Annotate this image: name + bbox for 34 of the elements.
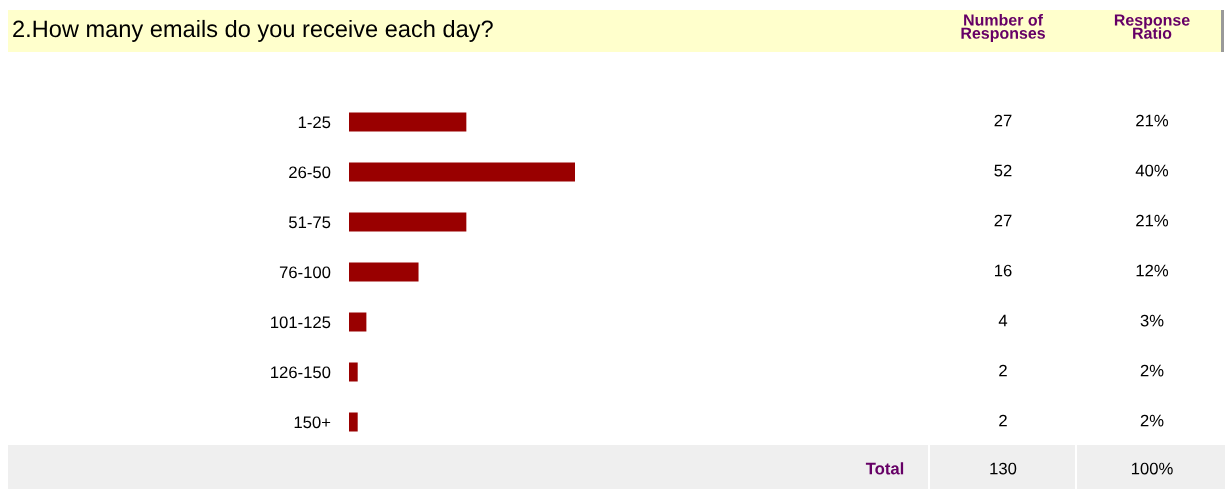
text: 3% [1140, 314, 1164, 327]
y-tick-label: 150+ [294, 416, 331, 429]
data-label: 27 [994, 114, 1012, 127]
text: 40% [1135, 164, 1169, 177]
data-label: 2 [999, 414, 1007, 427]
y-tick-label: 126-150 [271, 366, 331, 379]
data-label: 2 [999, 364, 1007, 377]
bar [349, 412, 358, 432]
bar [349, 112, 467, 132]
text: 2% [1140, 414, 1164, 427]
bar [349, 362, 358, 382]
y-tick-label: 101-125 [271, 316, 331, 329]
text: 100% [1131, 462, 1173, 475]
bar [349, 212, 467, 232]
bar [349, 162, 575, 182]
y-tick-label: 1-25 [298, 116, 331, 129]
text: 21% [1136, 114, 1169, 127]
bar [349, 262, 419, 282]
text: 2% [1140, 364, 1164, 377]
data-label: 16 [995, 264, 1012, 277]
text: 12% [1136, 264, 1169, 277]
text: Number of Responses [961, 13, 1045, 43]
bar [349, 312, 367, 332]
text: Response Ratio [1114, 14, 1190, 39]
data-label: 4 [998, 314, 1008, 327]
y-tick-label: 51-75 [288, 216, 331, 229]
data-label: 52 [994, 164, 1012, 177]
data-label: 27 [994, 214, 1012, 227]
text: Total [865, 462, 904, 475]
chart-title: 2.How many emails do you receive each day? [13, 19, 493, 42]
text: 21% [1136, 214, 1169, 227]
y-tick-label: 76-100 [279, 266, 331, 279]
y-tick-label: 26-50 [289, 166, 331, 179]
text: 130 [990, 462, 1017, 475]
